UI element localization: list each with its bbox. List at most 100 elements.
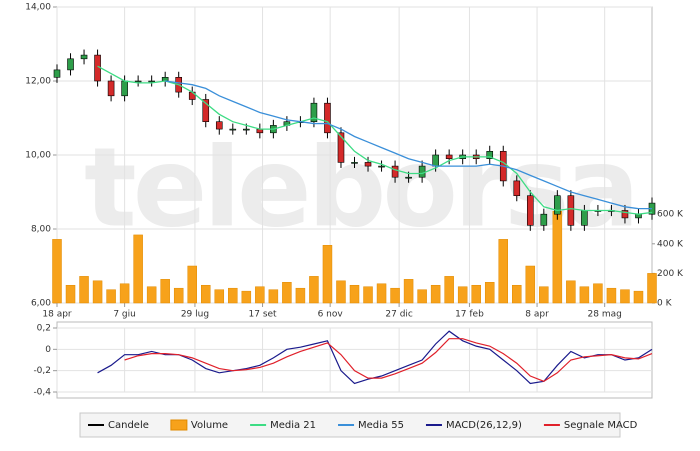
y2-tick-label: 0 K — [657, 299, 673, 309]
candle-body — [121, 80, 128, 97]
volume-bar — [539, 286, 549, 304]
legend-label: MACD(26,12,9) — [446, 420, 522, 431]
moving-average-line — [165, 80, 652, 210]
volume-bar — [79, 276, 89, 304]
candle-body — [486, 151, 494, 160]
volume-bar — [525, 265, 536, 304]
volume-bar — [241, 290, 252, 304]
volume-bar — [390, 287, 400, 304]
volume-bar — [92, 280, 103, 304]
volume-bar — [471, 284, 481, 304]
volume-bar — [282, 282, 292, 304]
volume-bar — [133, 234, 143, 304]
x-tick-label: 7 giu — [113, 310, 136, 320]
volume-bar — [417, 289, 427, 304]
volume-bar — [295, 287, 306, 304]
x-tick-label: 29 lug — [181, 310, 209, 320]
volume-bar — [606, 287, 617, 304]
volume-bar — [363, 286, 373, 304]
volume-bar — [228, 287, 238, 304]
candle-body — [621, 210, 629, 219]
y-tick-label: -0,4 — [33, 388, 51, 398]
volume-bar — [512, 284, 522, 304]
y-tick-label: 6,00 — [31, 299, 51, 309]
moving-average-line — [97, 65, 653, 215]
candle-body — [148, 80, 155, 83]
candle-body — [432, 154, 439, 167]
volume-bar — [160, 279, 170, 304]
candle-body — [351, 162, 358, 164]
candle-body — [202, 99, 210, 123]
legend-label: Media 21 — [270, 420, 316, 431]
x-tick-label: 28 mag — [588, 310, 622, 320]
volume-bar — [173, 287, 184, 304]
candle-body — [337, 132, 345, 163]
volume-bar — [620, 289, 630, 304]
y-tick-label: 12,00 — [25, 77, 51, 87]
volume-bar — [268, 289, 279, 304]
candle-body — [107, 80, 115, 97]
volume-bar — [484, 282, 495, 304]
y2-tick-label: 400 K — [657, 239, 684, 249]
volume-bar — [403, 279, 414, 304]
volume-bar — [498, 239, 508, 304]
volume-bar — [593, 283, 603, 304]
x-tick-label: 27 dic — [385, 310, 413, 320]
volume-bar — [119, 283, 130, 304]
volume-bar — [647, 273, 657, 304]
y-tick-label: 8,00 — [31, 225, 51, 235]
x-tick-label: 17 feb — [455, 310, 484, 320]
candle-body — [445, 154, 453, 159]
volume-bar — [566, 280, 576, 304]
candle-body — [391, 165, 399, 178]
x-tick-label: 8 apr — [525, 310, 549, 320]
volume-bar — [52, 239, 62, 304]
candle-body — [513, 180, 521, 196]
volume-bar — [309, 276, 319, 304]
candle-body — [134, 80, 142, 83]
watermark: teleborsa — [84, 123, 636, 251]
y-tick-label: -0,2 — [33, 366, 51, 376]
volume-bar — [552, 210, 563, 304]
x-tick-label: 18 apr — [42, 310, 72, 320]
candle-body — [567, 195, 575, 226]
legend-swatch — [170, 419, 188, 431]
legend: Candele Volume Media 21 Media 55 MACD(26,12,… — [79, 412, 638, 438]
legend-label: Candele — [108, 420, 149, 431]
candle-body — [405, 176, 412, 179]
volume-bar — [579, 286, 590, 304]
volume-bar — [457, 286, 468, 304]
volume-bar — [201, 284, 211, 304]
y2-tick-label: 600 K — [657, 210, 684, 220]
candle-body — [243, 128, 250, 131]
volume-bar — [376, 283, 387, 304]
volume-bar — [255, 286, 265, 304]
volume-bar — [336, 280, 346, 304]
volume-bar — [349, 284, 360, 304]
legend-label: Media 55 — [358, 420, 404, 431]
volume-bar — [106, 289, 116, 304]
y2-tick-label: 200 K — [657, 269, 684, 279]
candle-body — [526, 195, 534, 226]
candle-body — [53, 69, 61, 78]
volume-bar — [444, 276, 454, 304]
y-tick-label: 0 — [45, 345, 51, 355]
volume-bar — [65, 284, 76, 304]
volume-bar — [146, 286, 157, 304]
volume-bar — [430, 284, 441, 304]
candle-body — [324, 102, 331, 134]
macd-line — [124, 338, 653, 383]
volume-bar — [187, 265, 197, 304]
y-tick-label: 10,00 — [25, 151, 51, 161]
legend-label: Segnale MACD — [564, 420, 638, 431]
x-tick-label: 17 set — [249, 310, 278, 320]
y-tick-label: 0,2 — [37, 324, 51, 334]
volume-bar — [322, 245, 333, 304]
candle-body — [80, 54, 88, 60]
legend-label: Volume — [191, 420, 228, 431]
y-tick-label: 14,00 — [25, 3, 51, 13]
candle-body — [364, 162, 372, 167]
candle-body — [310, 102, 318, 122]
candle-body — [378, 165, 385, 168]
